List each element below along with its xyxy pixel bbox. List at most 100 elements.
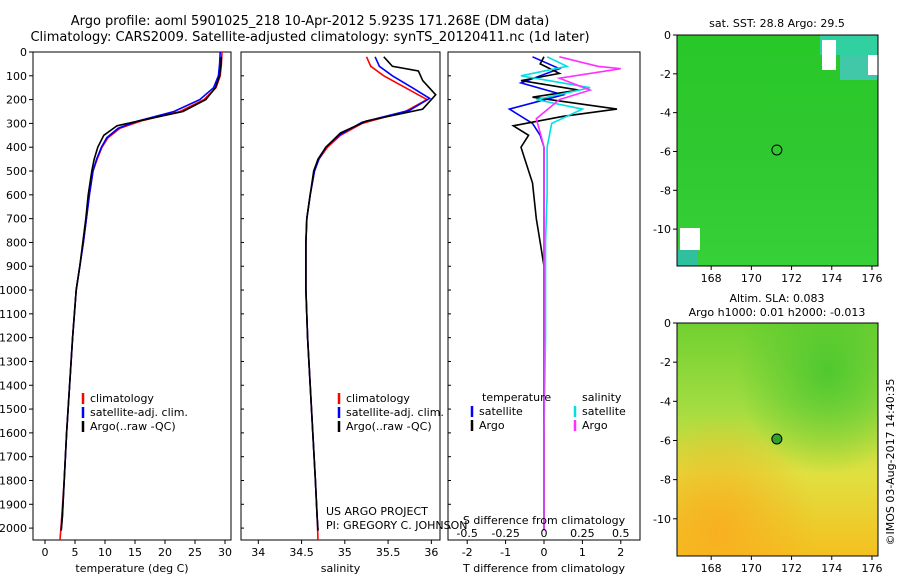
sla_map-ytick-label: -10 [653, 513, 671, 526]
diff-x2tick-label: 0 [541, 527, 548, 540]
sla-map-title-1: Altim. SLA: 0.083 [729, 292, 824, 305]
temperature-frame [32, 51, 232, 541]
temperature-ytick-label: 1000 [0, 284, 27, 297]
diff-x2tick-label: -0.5 [456, 527, 477, 540]
temperature-xtick-label: 0 [42, 546, 49, 559]
differences-xtick-label: 2 [617, 546, 624, 559]
differences-xlabel: T difference from climatology [462, 562, 625, 575]
salinity-xtick-label: 35 [338, 546, 352, 559]
temperature-xtick-label: 25 [188, 546, 202, 559]
sst-map-axes: 168 170 172 174 176 0 -2 -4 -6 -8 -10 [653, 29, 882, 285]
sst_map-ytick-label: -8 [660, 184, 671, 197]
temperature-xtick-label: 5 [72, 546, 79, 559]
temperature-ytick-label: 500 [6, 165, 27, 178]
temperature-ytick-label: 800 [6, 236, 27, 249]
sla_map-ytick-label: 0 [664, 317, 671, 330]
sst_map-ytick-label: -10 [653, 223, 671, 236]
temperature-series-satellite-adj-clim- [60, 51, 221, 531]
sst-map-land-2 [868, 55, 878, 75]
temperature-ytick-label: 100 [6, 70, 27, 83]
sst_map-xtick-label: 170 [741, 272, 762, 285]
temperature-ytick-label: 1700 [0, 451, 27, 464]
sla_map-xtick-label: 172 [781, 562, 802, 575]
differences-xtick-label: -2 [462, 546, 473, 559]
sst-map-title: sat. SST: 28.8 Argo: 29.5 [709, 17, 845, 30]
diff-x2tick-label: 0.25 [570, 527, 595, 540]
temperature-ytick-label: 1800 [0, 474, 27, 487]
differences-xtick-label: 1 [579, 546, 586, 559]
legend-label-0: satellite [582, 405, 626, 418]
temperature-xtick-label: 10 [98, 546, 112, 559]
sla_map-ytick-label: -6 [660, 434, 671, 447]
sla_map-xtick-label: 176 [861, 562, 882, 575]
sst_map-ytick-label: 0 [664, 29, 671, 42]
temperature-series-argo-raw-qc- [60, 56, 223, 531]
differences-series-salinity-satellite [520, 56, 591, 531]
sst-map: sat. SST: 28.8 Argo: 29.5 168 170 172 174 17… [653, 17, 882, 285]
temperature-ytick-label: 2000 [0, 522, 27, 535]
salinity-xtick-label: 35.5 [376, 546, 401, 559]
salinity-xtick-label: 36 [424, 546, 438, 559]
sla_map-xtick-label: 170 [741, 562, 762, 575]
salinity-xlabel: salinity [321, 562, 361, 575]
salinity-frame [240, 51, 441, 541]
salinity-xtick-label: 34 [251, 546, 265, 559]
sst-map-frame [676, 34, 879, 267]
temperature-ytick-label: 900 [6, 260, 27, 273]
differences-xtick-label: -1 [500, 546, 511, 559]
diff-x2label: S difference from climatology [463, 514, 626, 527]
differences-xtick-label: 0 [541, 546, 548, 559]
title-line-2: Climatology: CARS2009. Satellite-adjuste… [30, 30, 590, 45]
legend-label-2: Argo(..raw -QC) [90, 420, 176, 433]
legend-label-0: climatology [346, 392, 410, 405]
legend-label-1: Argo [479, 419, 505, 432]
sla-map-title-2: Argo h1000: 0.01 h2000: -0.013 [689, 306, 866, 319]
sst_map-xtick-label: 172 [781, 272, 802, 285]
temperature-ytick-label: 300 [6, 117, 27, 130]
legend-label-1: satellite-adj. clim. [346, 406, 444, 419]
temperature-xtick-label: 30 [218, 546, 232, 559]
difference-panel: -2 -1 0 1 2 T difference from climatology -0.5… [447, 51, 641, 575]
legend-label-0: climatology [90, 392, 154, 405]
salinity-series-climatology [305, 56, 429, 541]
temperature-series-climatology [59, 51, 223, 541]
sla_map-xtick-label: 174 [821, 562, 842, 575]
temperature-ytick-label: 600 [6, 189, 27, 202]
salinity-xtick-label: 34.5 [289, 546, 314, 559]
salinity-panel: 34 34.5 35 35.5 36 salinity climatologysatelli… [240, 51, 444, 575]
temperature-ytick-label: 1400 [0, 379, 27, 392]
temperature-ytick-label: 1500 [0, 403, 27, 416]
temperature-panel: 0 5 10 15 20 25 30 temperature (deg C) 0 100 200 30… [0, 46, 232, 575]
sla-map-frame [676, 322, 879, 557]
diff-x2tick-label: -0.25 [491, 527, 519, 540]
legend-label-0: satellite [479, 405, 523, 418]
imos-timestamp: ©IMOS 03-Aug-2017 14:40:35 [884, 379, 897, 546]
sst_map-ytick-label: -4 [660, 107, 671, 120]
temperature-ytick-label: 1200 [0, 332, 27, 345]
sst_map-xtick-label: 176 [861, 272, 882, 285]
differences-series-salinity-argo [535, 56, 621, 531]
temperature-ytick-label: 400 [6, 141, 27, 154]
temperature-xlabel: temperature (deg C) [75, 562, 188, 575]
sla-argo-marker [771, 433, 783, 445]
temperature-ytick-label: 0 [20, 46, 27, 59]
temperature-ytick-label: 200 [6, 94, 27, 107]
temperature-xtick-label: 15 [128, 546, 142, 559]
salinity-series-satellite-adj-clim- [305, 56, 432, 531]
pi-label: PI: GREGORY C. JOHNSON [326, 519, 467, 532]
temperature-ytick-label: 1100 [0, 308, 27, 321]
sst_map-ytick-label: -6 [660, 145, 671, 158]
diff-legend-salinity-title: salinity [582, 391, 622, 404]
sla-map: Altim. SLA: 0.083 Argo h1000: 0.01 h2000… [653, 292, 882, 575]
figure-title: Argo profile: aoml 5901025_218 10-Apr-20… [0, 14, 620, 46]
sla_map-ytick-label: -4 [660, 395, 671, 408]
sst_map-xtick-label: 168 [701, 272, 722, 285]
sla_map-ytick-label: -8 [660, 474, 671, 487]
sst-map-cyan-patch-3 [677, 250, 697, 266]
salinity-series-argo-raw-qc- [305, 56, 437, 531]
legend-label-2: Argo(..raw -QC) [346, 420, 432, 433]
temperature-ytick-label: 700 [6, 213, 27, 226]
sst_map-xtick-label: 174 [821, 272, 842, 285]
diff-x2tick-label: 0.5 [612, 527, 630, 540]
